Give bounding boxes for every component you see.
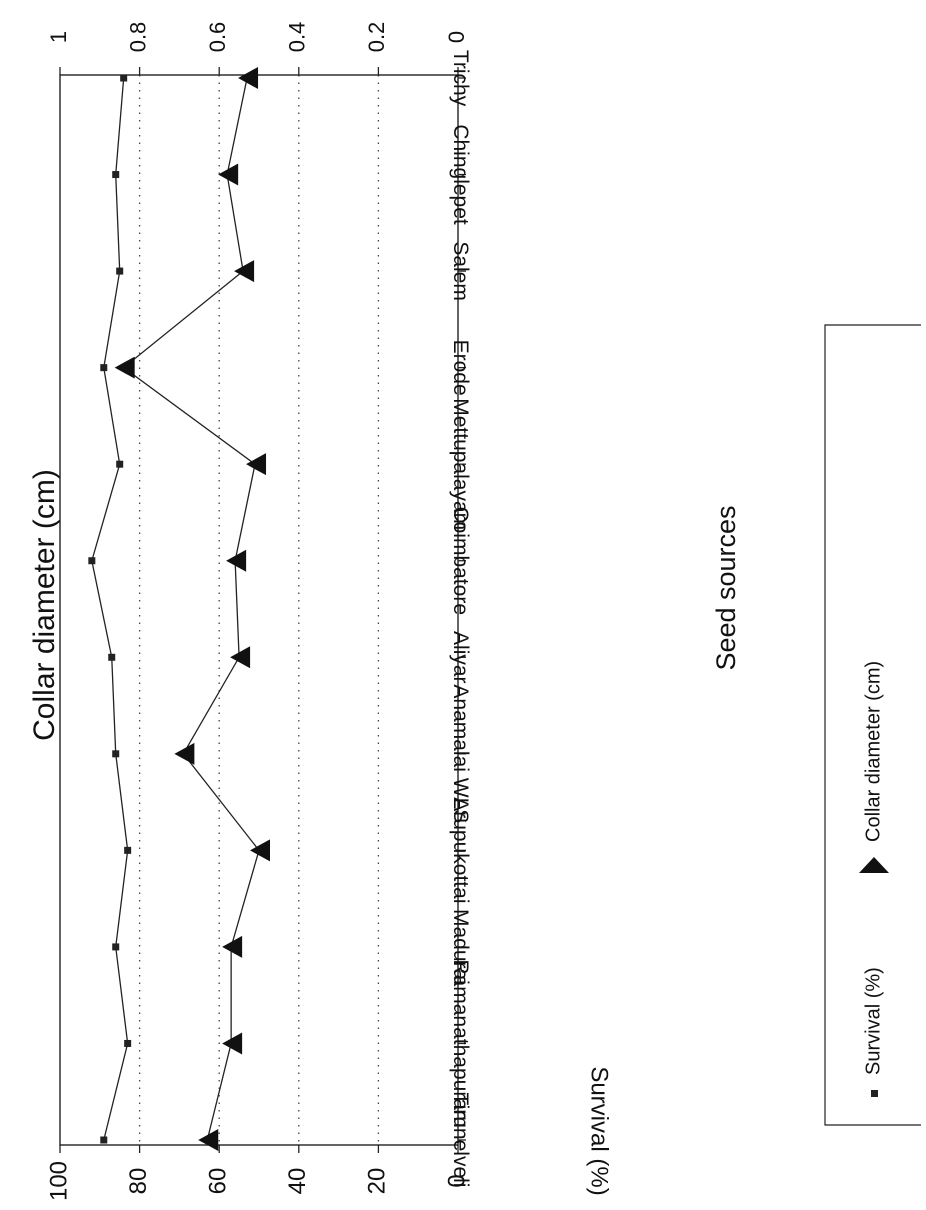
data-point (100, 364, 108, 372)
series-line (122, 77, 260, 1141)
data-point (250, 839, 270, 862)
data-point (112, 750, 120, 758)
data-point (246, 453, 267, 476)
left-axis-tick-label: 40 (284, 1168, 311, 1195)
data-point (112, 171, 120, 179)
plot-border (59, 74, 459, 1146)
data-point (174, 742, 195, 765)
data-point (218, 163, 239, 186)
category-label: Erode (449, 340, 472, 396)
left-axis-tick-label: 0 (443, 1174, 470, 1187)
right-axis-title: Collar diameter (cm) (28, 469, 61, 741)
data-point (238, 67, 259, 89)
data-point (234, 260, 255, 283)
data-point (230, 646, 251, 669)
right-axis-tick-label: 0.2 (364, 22, 389, 53)
axis-ticks: 0 20 40 60 80 100 0 0.2 0.4 0.6 0.8 1 TirunelveliRam… (45, 22, 472, 1201)
right-axis-tick-label: 1 (46, 31, 71, 43)
legend-marker-collar (859, 857, 889, 873)
category-label: Trichy (449, 50, 472, 107)
category-label: Tirunelveli (449, 1093, 472, 1188)
grid (138, 75, 380, 1145)
data-point (120, 74, 128, 82)
category-label: Coimbatore (449, 506, 472, 615)
right-axis-tick-label: 0.4 (285, 22, 310, 53)
left-axis-tick-label: 80 (125, 1168, 152, 1195)
left-axis-tick-label: 60 (205, 1168, 232, 1195)
data-point (124, 1039, 132, 1047)
left-axis-tick-label: 100 (45, 1161, 72, 1201)
left-axis-tick-label: 20 (364, 1168, 391, 1195)
category-label: Salem (449, 241, 472, 301)
category-label: Chinglepet (449, 124, 472, 225)
category-label: Mettupalayam (449, 398, 472, 530)
series-line (91, 77, 129, 1141)
plot-frame (59, 74, 459, 1146)
category-label: Arupukottai (449, 797, 472, 903)
right-axis-tick-label: 0.8 (125, 22, 150, 53)
legend: Survival (%) Collar diameter (cm) (824, 324, 921, 1126)
legend-marker-survival (871, 1090, 878, 1097)
data-point (114, 356, 135, 379)
legend-border (824, 324, 921, 1126)
category-label: Ramanathapuram (449, 959, 472, 1127)
category-label: Aliyar (449, 631, 472, 684)
data-point (100, 1136, 108, 1144)
x-axis-title: Seed sources (711, 505, 741, 670)
data-point (222, 935, 243, 958)
legend-label-survival: Survival (%) (862, 967, 884, 1075)
category-label: Madurai (449, 909, 472, 985)
data-point (198, 1129, 219, 1151)
left-axis-title: Survival (%) (586, 1066, 613, 1195)
data-point (226, 549, 247, 572)
data-point (112, 943, 120, 951)
data-point (116, 460, 124, 468)
data-point (222, 1032, 243, 1055)
data-point (124, 846, 132, 854)
right-axis-tick-label: 0 (444, 31, 469, 43)
right-axis-tick-label: 0.6 (205, 22, 230, 53)
category-label: Anamalai WLS (449, 684, 472, 823)
data-point (108, 653, 116, 661)
legend-label-collar: Collar diameter (cm) (862, 661, 884, 842)
data-point (88, 557, 96, 565)
series (88, 67, 270, 1151)
data-point (116, 267, 124, 275)
